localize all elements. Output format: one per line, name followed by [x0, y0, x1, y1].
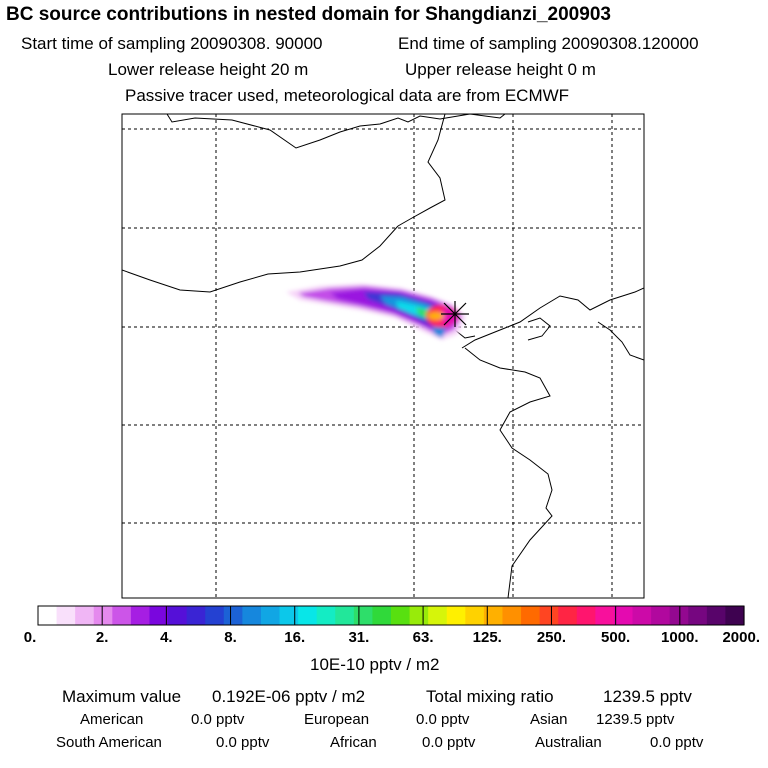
lower-release-height: Lower release height 20 m	[108, 60, 309, 79]
colorbar-tick-label: 500.	[601, 629, 630, 646]
tracer-note: Passive tracer used, meteorological data…	[125, 86, 570, 105]
colorbar-swatch	[613, 606, 634, 625]
upper-release-height: Upper release height 0 m	[405, 60, 596, 79]
colorbar-tick-label: 2000.	[722, 629, 760, 646]
colorbar-swatch	[75, 606, 95, 625]
colorbar-swatch	[56, 606, 76, 625]
colorbar-swatch	[391, 606, 411, 625]
colorbar-swatch	[428, 606, 448, 625]
colorbar-swatch	[446, 606, 466, 625]
map-frame	[121, 113, 645, 599]
colorbar-swatch	[130, 606, 151, 625]
colorbar-swatch	[335, 606, 355, 625]
colorbar-swatch	[112, 606, 132, 625]
colorbar-swatch	[205, 606, 225, 625]
colorbar-swatch	[353, 606, 374, 625]
region-value: 0.0 pptv	[416, 711, 470, 728]
region-value: 0.0 pptv	[422, 734, 476, 751]
region-name: Asian	[530, 711, 568, 728]
colorbar-swatch	[93, 606, 113, 625]
colorbar-swatch	[316, 606, 336, 625]
colorbar-swatch	[688, 606, 708, 625]
colorbar-swatch	[502, 606, 522, 625]
colorbar-swatch	[465, 606, 485, 625]
region-name: European	[304, 711, 370, 728]
colorbar-swatch	[149, 606, 169, 625]
colorbar-swatch	[38, 606, 58, 625]
colorbar-tick-label: 2.	[96, 629, 109, 646]
colorbar-swatch	[632, 606, 652, 625]
region-name: African	[330, 734, 377, 751]
colorbar-tick-label: 31.	[348, 629, 369, 646]
colorbar-tick-label: 250.	[537, 629, 566, 646]
colorbar-tick-label: 16.	[284, 629, 305, 646]
map-gridlines	[122, 114, 644, 598]
region-name: Australian	[535, 734, 602, 751]
colorbar-tick-label: 1000.	[661, 629, 699, 646]
map-coastlines	[122, 114, 644, 598]
colorbar-swatch	[558, 606, 578, 625]
colorbar-tick-label: 8.	[224, 629, 237, 646]
colorbar-swatch	[725, 606, 745, 625]
total-mixing-label: Total mixing ratio	[426, 687, 554, 706]
colorbar-swatch	[669, 606, 689, 625]
region-value: 1239.5 pptv	[596, 711, 675, 728]
end-time-label: End time of sampling 20090308.120000	[398, 34, 699, 53]
colorbar-tick-label: 4.	[160, 629, 173, 646]
colorbar-swatch	[576, 606, 596, 625]
region-name: South American	[56, 734, 162, 751]
region-name: American	[80, 711, 144, 728]
colorbar-swatch	[595, 606, 615, 625]
colorbar-swatch	[651, 606, 671, 625]
colorbar-swatch	[223, 606, 243, 625]
colorbar-swatch	[260, 606, 281, 625]
chart-title: BC source contributions in nested domain…	[6, 4, 611, 25]
colorbar-swatch	[409, 606, 429, 625]
receptor-site-marker	[441, 301, 469, 327]
colorbar-swatch	[168, 606, 188, 625]
colorbar-swatch	[298, 606, 318, 625]
colorbar-swatch	[372, 606, 392, 625]
colorbar-swatch	[706, 606, 727, 625]
region-value: 0.0 pptv	[191, 711, 245, 728]
total-mixing-value: 1239.5 pptv	[603, 687, 692, 706]
colorbar-units: 10E-10 pptv / m2	[310, 655, 440, 674]
start-time-label: Start time of sampling 20090308. 90000	[21, 34, 323, 53]
colorbar-swatch	[242, 606, 262, 625]
bc-plume	[286, 284, 466, 340]
colorbar-tick-label: 125.	[473, 629, 502, 646]
region-value: 0.0 pptv	[216, 734, 270, 751]
max-value-label: Maximum value	[62, 687, 182, 706]
colorbar-swatch	[279, 606, 299, 625]
region-value: 0.0 pptv	[650, 734, 704, 751]
colorbar-tick-label: 0.	[24, 629, 37, 646]
colorbar-ticks: 0. 2. 4. 8. 16. 31. 63. 125. 250. 500. 1000. 2000.	[24, 606, 760, 646]
colorbar-swatch	[483, 606, 504, 625]
colorbar-tick-label: 63.	[413, 629, 434, 646]
colorbar-swatch	[539, 606, 559, 625]
colorbar-swatch	[186, 606, 206, 625]
colorbar	[37, 605, 745, 626]
colorbar-swatch	[521, 606, 541, 625]
max-value: 0.192E-06 pptv / m2	[212, 687, 366, 706]
